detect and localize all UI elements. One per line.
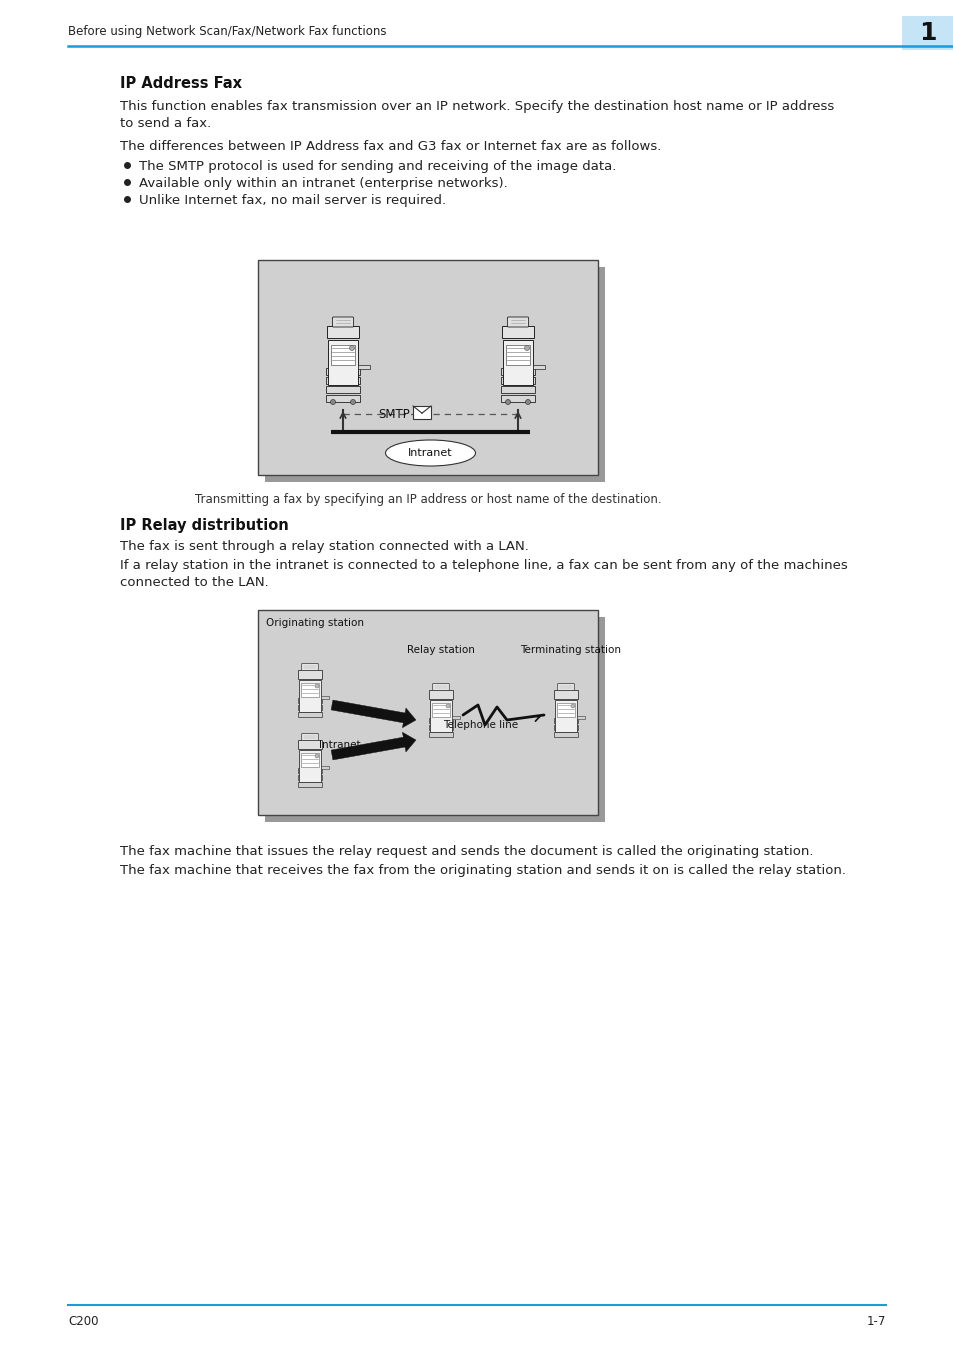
FancyBboxPatch shape xyxy=(328,340,357,385)
FancyBboxPatch shape xyxy=(533,364,544,369)
FancyBboxPatch shape xyxy=(298,680,320,711)
FancyBboxPatch shape xyxy=(257,610,598,815)
Text: Transmitting a fax by specifying an IP address or host name of the destination.: Transmitting a fax by specifying an IP a… xyxy=(194,493,660,506)
FancyBboxPatch shape xyxy=(555,701,577,732)
Text: connected to the LAN.: connected to the LAN. xyxy=(120,576,269,589)
FancyBboxPatch shape xyxy=(429,718,453,724)
FancyBboxPatch shape xyxy=(501,325,534,338)
FancyBboxPatch shape xyxy=(320,697,329,699)
FancyBboxPatch shape xyxy=(301,733,318,741)
FancyBboxPatch shape xyxy=(413,406,431,418)
Circle shape xyxy=(571,703,575,707)
FancyBboxPatch shape xyxy=(554,718,578,724)
FancyBboxPatch shape xyxy=(297,698,322,703)
FancyBboxPatch shape xyxy=(500,386,535,393)
FancyBboxPatch shape xyxy=(297,768,322,774)
FancyBboxPatch shape xyxy=(297,705,322,710)
FancyBboxPatch shape xyxy=(326,369,359,375)
FancyBboxPatch shape xyxy=(507,317,528,327)
FancyBboxPatch shape xyxy=(558,683,574,690)
Text: Telephone line: Telephone line xyxy=(442,720,517,730)
Text: The differences between IP Address fax and G3 fax or Internet fax are as follows: The differences between IP Address fax a… xyxy=(120,140,660,153)
Circle shape xyxy=(446,703,450,707)
FancyBboxPatch shape xyxy=(320,765,329,769)
Text: The fax machine that issues the relay request and sends the document is called t: The fax machine that issues the relay re… xyxy=(120,845,813,859)
FancyBboxPatch shape xyxy=(331,346,355,365)
FancyBboxPatch shape xyxy=(500,377,535,383)
FancyBboxPatch shape xyxy=(429,690,453,699)
Text: The fax machine that receives the fax from the originating station and sends it : The fax machine that receives the fax fr… xyxy=(120,864,845,878)
Text: SMTP: SMTP xyxy=(377,408,410,420)
FancyBboxPatch shape xyxy=(301,663,318,671)
Text: The fax is sent through a relay station connected with a LAN.: The fax is sent through a relay station … xyxy=(120,540,528,553)
FancyBboxPatch shape xyxy=(505,346,530,365)
FancyBboxPatch shape xyxy=(265,267,604,482)
Text: IP Address Fax: IP Address Fax xyxy=(120,76,242,90)
FancyBboxPatch shape xyxy=(257,261,598,475)
FancyBboxPatch shape xyxy=(554,732,578,737)
FancyBboxPatch shape xyxy=(297,670,322,679)
FancyBboxPatch shape xyxy=(301,753,318,767)
Text: Intranet: Intranet xyxy=(319,740,360,751)
Text: If a relay station in the intranet is connected to a telephone line, a fax can b: If a relay station in the intranet is co… xyxy=(120,559,847,572)
FancyBboxPatch shape xyxy=(332,317,354,327)
Text: Terminating station: Terminating station xyxy=(520,645,620,655)
FancyBboxPatch shape xyxy=(429,732,453,737)
Circle shape xyxy=(349,346,355,351)
Text: Relay station: Relay station xyxy=(407,645,475,655)
Circle shape xyxy=(314,684,318,688)
FancyBboxPatch shape xyxy=(452,716,459,720)
Circle shape xyxy=(350,400,355,405)
FancyBboxPatch shape xyxy=(327,325,358,338)
FancyBboxPatch shape xyxy=(297,782,322,787)
FancyBboxPatch shape xyxy=(554,725,578,730)
Polygon shape xyxy=(331,701,416,728)
Circle shape xyxy=(525,400,530,405)
FancyBboxPatch shape xyxy=(297,775,322,780)
Circle shape xyxy=(524,346,529,351)
FancyBboxPatch shape xyxy=(430,701,452,732)
FancyBboxPatch shape xyxy=(500,396,535,402)
FancyBboxPatch shape xyxy=(433,683,449,690)
FancyBboxPatch shape xyxy=(326,386,359,393)
Text: The SMTP protocol is used for sending and receiving of the image data.: The SMTP protocol is used for sending an… xyxy=(139,161,616,173)
FancyBboxPatch shape xyxy=(297,711,322,717)
Text: Intranet: Intranet xyxy=(408,448,453,458)
Circle shape xyxy=(330,400,335,405)
Polygon shape xyxy=(331,732,416,760)
FancyBboxPatch shape xyxy=(301,683,318,697)
Ellipse shape xyxy=(385,440,475,466)
FancyBboxPatch shape xyxy=(298,751,320,782)
FancyBboxPatch shape xyxy=(326,377,359,383)
FancyBboxPatch shape xyxy=(557,703,575,717)
Text: IP Relay distribution: IP Relay distribution xyxy=(120,518,289,533)
Text: Unlike Internet fax, no mail server is required.: Unlike Internet fax, no mail server is r… xyxy=(139,194,446,207)
Text: C200: C200 xyxy=(68,1315,98,1328)
FancyBboxPatch shape xyxy=(577,716,584,720)
FancyBboxPatch shape xyxy=(429,725,453,730)
FancyBboxPatch shape xyxy=(901,16,953,50)
Text: to send a fax.: to send a fax. xyxy=(120,117,211,130)
Circle shape xyxy=(505,400,510,405)
Text: 1: 1 xyxy=(919,22,936,45)
FancyBboxPatch shape xyxy=(265,617,604,822)
FancyBboxPatch shape xyxy=(502,340,533,385)
FancyBboxPatch shape xyxy=(297,740,322,749)
FancyBboxPatch shape xyxy=(500,369,535,375)
Text: This function enables fax transmission over an IP network. Specify the destinati: This function enables fax transmission o… xyxy=(120,100,833,113)
FancyBboxPatch shape xyxy=(554,690,578,699)
Circle shape xyxy=(314,755,318,757)
Text: 1-7: 1-7 xyxy=(865,1315,885,1328)
Text: Before using Network Scan/Fax/Network Fax functions: Before using Network Scan/Fax/Network Fa… xyxy=(68,26,386,39)
Text: Available only within an intranet (enterprise networks).: Available only within an intranet (enter… xyxy=(139,177,507,190)
Text: Originating station: Originating station xyxy=(266,618,364,628)
FancyBboxPatch shape xyxy=(326,396,359,402)
FancyBboxPatch shape xyxy=(357,364,370,369)
FancyBboxPatch shape xyxy=(432,703,450,717)
